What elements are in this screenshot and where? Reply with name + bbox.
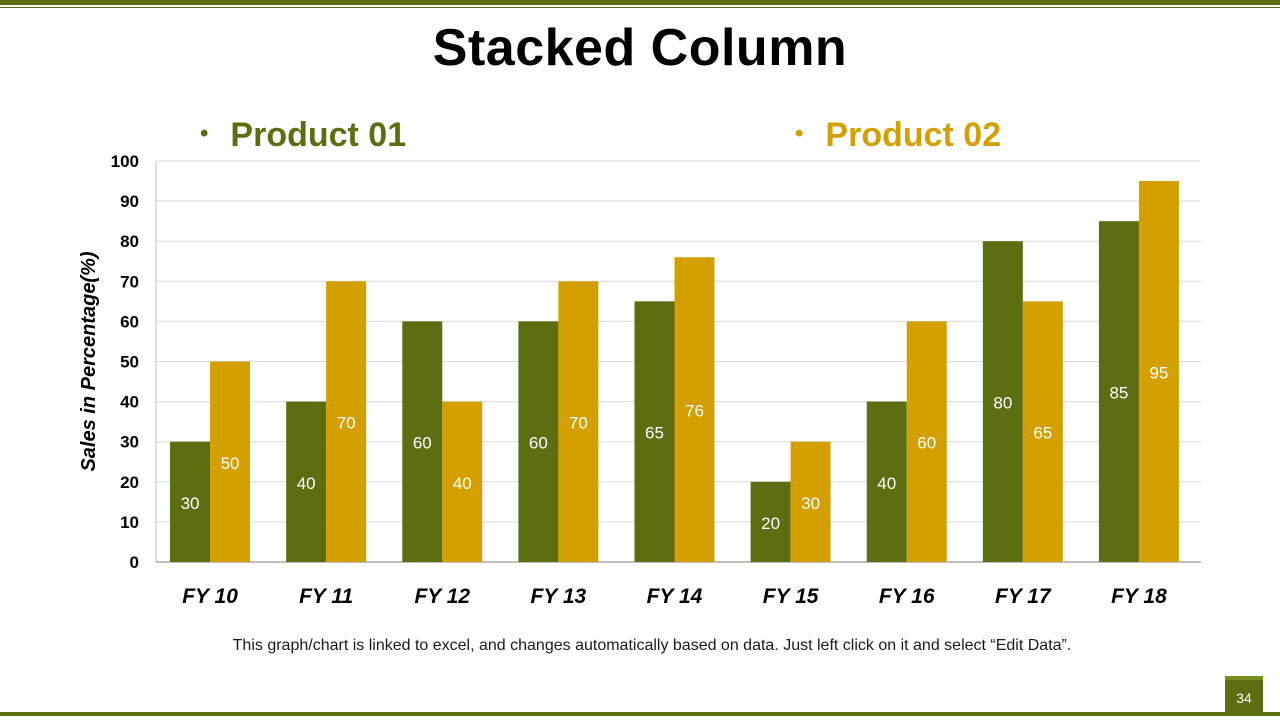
x-tick-label: FY 12	[414, 585, 470, 608]
data-label: 65	[645, 424, 664, 443]
y-tick-label: 90	[120, 192, 139, 211]
legend-bullet-icon: •	[200, 119, 209, 147]
bar-product-02	[790, 441, 831, 562]
bar-product-01	[518, 321, 559, 562]
bar-product-02	[1022, 301, 1063, 562]
y-tick-label: 20	[120, 473, 139, 492]
legend-label-product-02: Product 02	[825, 116, 1002, 154]
x-tick-label: FY 13	[531, 585, 587, 608]
bar-product-01	[866, 401, 907, 562]
x-tick-label: FY 18	[1111, 585, 1167, 608]
bar-product-02	[674, 257, 715, 562]
chart-footnote: This graph/chart is linked to excel, and…	[232, 637, 1072, 654]
legend-label-product-01: Product 01	[230, 116, 407, 154]
data-label: 30	[801, 494, 820, 513]
x-tick-label: FY 14	[647, 585, 703, 608]
bar-product-02	[442, 401, 483, 562]
x-tick-label: FY 16	[879, 585, 935, 608]
data-label: 40	[453, 474, 472, 493]
data-label: 40	[877, 474, 896, 493]
bottom-accent-bar	[0, 712, 1280, 716]
y-tick-label: 60	[120, 312, 139, 331]
bar-product-01	[286, 401, 327, 562]
data-label: 76	[685, 402, 704, 421]
slide-title: Stacked Column	[432, 19, 848, 77]
data-label: 50	[221, 454, 240, 473]
data-label: 30	[181, 494, 200, 513]
x-tick-label: FY 11	[299, 585, 353, 608]
data-label: 65	[1033, 424, 1052, 443]
bar-product-01	[634, 301, 675, 562]
data-label: 40	[297, 474, 316, 493]
y-axis-title: Sales in Percentage(%)	[78, 251, 100, 471]
bar-product-02	[1138, 181, 1179, 563]
data-label: 60	[917, 434, 936, 453]
data-label: 70	[337, 414, 356, 433]
y-tick-label: 30	[120, 433, 139, 452]
top-accent-bar	[0, 0, 1280, 5]
data-label: 60	[413, 434, 432, 453]
y-tick-label: 0	[130, 553, 139, 572]
bar-product-02	[906, 321, 947, 562]
data-label: 20	[761, 514, 780, 533]
x-tick-label: FY 17	[995, 585, 1052, 608]
legend-item-product-01: • Product 01	[200, 116, 406, 155]
data-label: 70	[569, 414, 588, 433]
page-number: 34	[1225, 676, 1263, 716]
data-label: 95	[1149, 364, 1168, 383]
bar-product-02	[210, 361, 251, 562]
x-tick-label: FY 15	[763, 585, 819, 608]
x-tick-label: FY 10	[182, 585, 238, 608]
bar-product-01	[750, 481, 791, 562]
data-label: 85	[1109, 384, 1128, 403]
y-tick-label: 70	[120, 272, 139, 291]
y-tick-label: 100	[111, 152, 139, 171]
top-accent-line	[0, 7, 1280, 8]
y-tick-label: 80	[120, 232, 139, 251]
bar-product-01	[982, 241, 1023, 562]
bar-product-01	[1098, 221, 1139, 562]
data-label: 80	[993, 394, 1012, 413]
legend-item-product-02: • Product 02	[795, 116, 1001, 155]
y-tick-label: 10	[120, 513, 139, 532]
bar-product-02	[558, 281, 599, 562]
bar-product-02	[326, 281, 367, 562]
bar-product-01	[402, 321, 443, 562]
y-tick-label: 50	[120, 353, 139, 372]
y-tick-label: 40	[120, 393, 139, 412]
data-label: 60	[529, 434, 548, 453]
legend-bullet-icon: •	[795, 119, 804, 147]
bar-product-01	[170, 441, 211, 562]
